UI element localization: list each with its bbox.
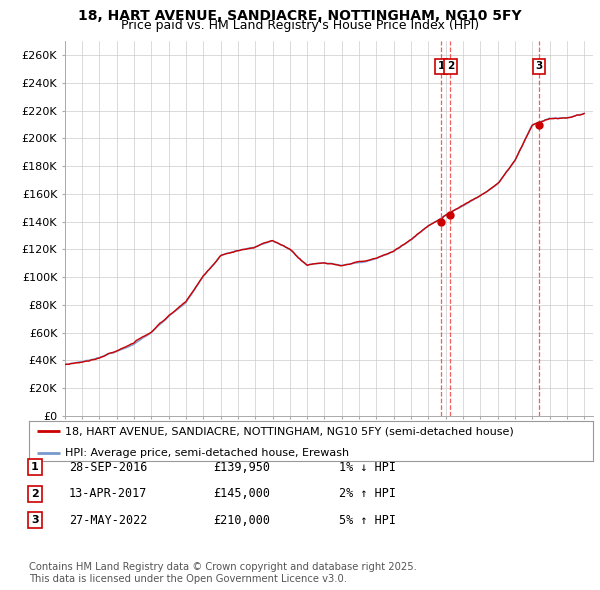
Text: 3: 3	[31, 516, 38, 525]
Text: 5% ↑ HPI: 5% ↑ HPI	[339, 514, 396, 527]
Text: 13-APR-2017: 13-APR-2017	[69, 487, 148, 500]
Text: 1: 1	[31, 463, 38, 472]
Text: 1% ↓ HPI: 1% ↓ HPI	[339, 461, 396, 474]
Text: Price paid vs. HM Land Registry's House Price Index (HPI): Price paid vs. HM Land Registry's House …	[121, 19, 479, 32]
Text: 18, HART AVENUE, SANDIACRE, NOTTINGHAM, NG10 5FY (semi-detached house): 18, HART AVENUE, SANDIACRE, NOTTINGHAM, …	[65, 427, 514, 436]
Text: £145,000: £145,000	[213, 487, 270, 500]
Text: 3: 3	[536, 61, 543, 71]
Text: £139,950: £139,950	[213, 461, 270, 474]
Text: HPI: Average price, semi-detached house, Erewash: HPI: Average price, semi-detached house,…	[65, 448, 350, 458]
Text: 1: 1	[437, 61, 445, 71]
Text: 2: 2	[31, 489, 38, 499]
Text: 2% ↑ HPI: 2% ↑ HPI	[339, 487, 396, 500]
Text: Contains HM Land Registry data © Crown copyright and database right 2025.
This d: Contains HM Land Registry data © Crown c…	[29, 562, 416, 584]
Text: £210,000: £210,000	[213, 514, 270, 527]
Text: 18, HART AVENUE, SANDIACRE, NOTTINGHAM, NG10 5FY: 18, HART AVENUE, SANDIACRE, NOTTINGHAM, …	[78, 9, 522, 24]
Text: 27-MAY-2022: 27-MAY-2022	[69, 514, 148, 527]
Text: 28-SEP-2016: 28-SEP-2016	[69, 461, 148, 474]
Text: 2: 2	[447, 61, 454, 71]
